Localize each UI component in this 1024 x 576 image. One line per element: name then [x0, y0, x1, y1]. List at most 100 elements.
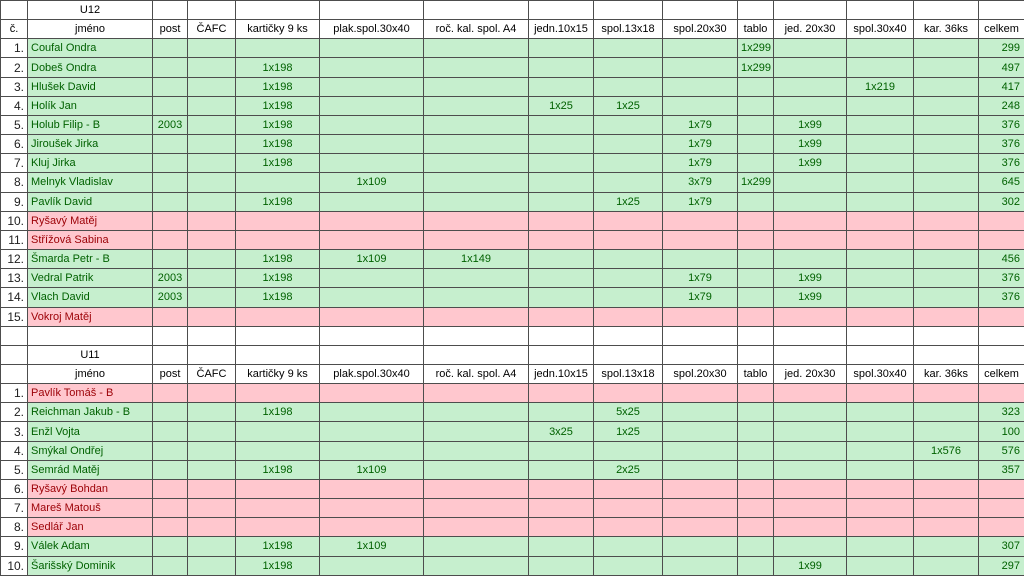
value-cell[interactable] — [319, 306, 424, 327]
value-cell[interactable] — [152, 95, 188, 116]
column-header-cell[interactable]: celkem — [978, 19, 1024, 40]
value-cell[interactable] — [152, 498, 188, 519]
value-cell[interactable] — [913, 383, 979, 404]
value-cell[interactable] — [235, 498, 320, 519]
value-cell[interactable]: 3x79 — [662, 172, 738, 193]
value-cell[interactable] — [423, 210, 529, 231]
column-header-cell[interactable]: jedn.10x15 — [528, 19, 594, 40]
value-cell[interactable] — [319, 421, 424, 442]
value-cell[interactable] — [593, 229, 663, 251]
player-name-cell[interactable]: Dobeš Ondra — [27, 57, 153, 78]
value-cell[interactable] — [528, 440, 594, 461]
row-number-cell[interactable]: 15. — [0, 306, 28, 327]
value-cell[interactable] — [423, 95, 529, 116]
value-cell[interactable] — [235, 210, 320, 231]
value-cell[interactable] — [319, 383, 424, 404]
value-cell[interactable] — [662, 536, 738, 557]
value-cell[interactable] — [528, 153, 594, 174]
value-cell[interactable]: 1x99 — [773, 153, 847, 174]
column-header-cell[interactable]: kartičky 9 ks — [235, 19, 320, 40]
value-cell[interactable] — [737, 191, 774, 212]
value-cell[interactable] — [593, 249, 663, 270]
value-cell[interactable] — [846, 172, 914, 193]
value-cell[interactable] — [187, 478, 236, 500]
value-cell[interactable] — [528, 134, 594, 155]
value-cell[interactable] — [773, 210, 847, 231]
value-cell[interactable] — [846, 498, 914, 519]
value-cell[interactable] — [187, 95, 236, 116]
empty-cell[interactable] — [152, 344, 188, 365]
column-header-cell[interactable]: roč. kal. spol. A4 — [423, 363, 529, 385]
player-name-cell[interactable]: Kluj Jirka — [27, 153, 153, 174]
empty-cell[interactable] — [423, 344, 529, 365]
value-cell[interactable]: 1x198 — [235, 95, 320, 116]
value-cell[interactable] — [773, 229, 847, 251]
value-cell[interactable] — [528, 459, 594, 480]
value-cell[interactable] — [235, 229, 320, 251]
total-cell[interactable]: 456 — [978, 249, 1024, 270]
value-cell[interactable]: 1x25 — [528, 95, 594, 116]
value-cell[interactable] — [593, 555, 663, 576]
player-name-cell[interactable]: Reichman Jakub - B — [27, 402, 153, 423]
value-cell[interactable]: 1x109 — [319, 249, 424, 270]
value-cell[interactable] — [846, 210, 914, 231]
value-cell[interactable] — [913, 478, 979, 500]
row-number-cell[interactable]: 14. — [0, 287, 28, 308]
player-name-cell[interactable]: Vedral Patrik — [27, 268, 153, 289]
value-cell[interactable] — [737, 287, 774, 308]
value-cell[interactable] — [319, 440, 424, 461]
player-name-cell[interactable]: Holík Jan — [27, 95, 153, 116]
total-cell[interactable] — [978, 517, 1024, 538]
corner-cell[interactable] — [0, 344, 28, 365]
row-number-cell[interactable]: 3. — [0, 76, 28, 97]
empty-cell[interactable] — [319, 0, 424, 21]
value-cell[interactable] — [528, 498, 594, 519]
value-cell[interactable] — [662, 555, 738, 576]
empty-cell[interactable] — [662, 0, 738, 21]
value-cell[interactable]: 1x299 — [737, 172, 774, 193]
value-cell[interactable] — [235, 306, 320, 327]
column-header-cell[interactable]: post — [152, 19, 188, 40]
value-cell[interactable] — [319, 517, 424, 538]
value-cell[interactable]: 2003 — [152, 268, 188, 289]
value-cell[interactable] — [773, 498, 847, 519]
value-cell[interactable]: 1x109 — [319, 172, 424, 193]
value-cell[interactable] — [846, 229, 914, 251]
row-number-cell[interactable]: 10. — [0, 555, 28, 576]
value-cell[interactable] — [662, 306, 738, 327]
row-number-cell[interactable]: 11. — [0, 229, 28, 251]
value-cell[interactable] — [423, 306, 529, 327]
value-cell[interactable] — [319, 229, 424, 251]
value-cell[interactable]: 1x79 — [662, 191, 738, 212]
value-cell[interactable] — [662, 229, 738, 251]
total-cell[interactable]: 376 — [978, 268, 1024, 289]
empty-cell[interactable] — [423, 0, 529, 21]
column-header-cell[interactable]: jméno — [27, 363, 153, 385]
value-cell[interactable] — [773, 172, 847, 193]
player-name-cell[interactable]: Hlušek David — [27, 76, 153, 97]
value-cell[interactable] — [319, 287, 424, 308]
player-name-cell[interactable]: Pavlík David — [27, 191, 153, 212]
player-name-cell[interactable]: Střížová Sabina — [27, 229, 153, 251]
value-cell[interactable] — [423, 76, 529, 97]
value-cell[interactable] — [528, 383, 594, 404]
empty-cell[interactable] — [773, 0, 847, 21]
value-cell[interactable] — [846, 555, 914, 576]
row-number-cell[interactable]: 5. — [0, 114, 28, 136]
empty-cell[interactable] — [235, 344, 320, 365]
value-cell[interactable]: 1x79 — [662, 114, 738, 136]
empty-cell[interactable] — [662, 325, 738, 346]
empty-cell[interactable] — [528, 325, 594, 346]
value-cell[interactable] — [152, 210, 188, 231]
total-cell[interactable]: 248 — [978, 95, 1024, 116]
value-cell[interactable] — [737, 153, 774, 174]
value-cell[interactable] — [913, 268, 979, 289]
value-cell[interactable] — [593, 76, 663, 97]
value-cell[interactable] — [423, 421, 529, 442]
value-cell[interactable] — [187, 306, 236, 327]
value-cell[interactable] — [187, 402, 236, 423]
total-cell[interactable]: 497 — [978, 57, 1024, 78]
row-number-cell[interactable]: 6. — [0, 478, 28, 500]
value-cell[interactable] — [319, 38, 424, 59]
row-number-cell[interactable]: 9. — [0, 536, 28, 557]
